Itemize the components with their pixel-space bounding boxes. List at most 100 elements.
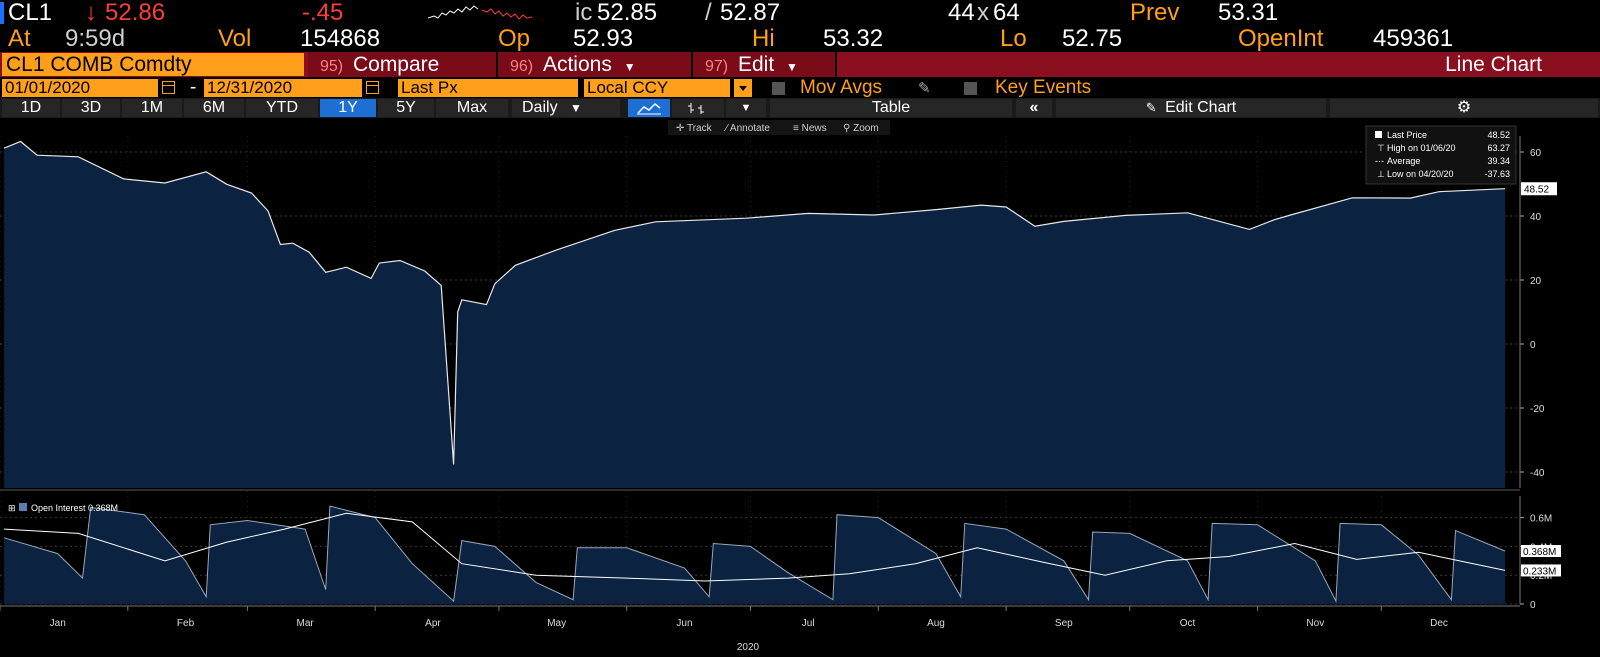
range-1m[interactable]: 1M	[122, 99, 182, 117]
edit-chart-button[interactable]: ✎ Edit Chart	[1056, 99, 1326, 117]
high-label: Hi	[752, 25, 775, 52]
bid-price: 52.85	[597, 0, 658, 26]
sparkline-up-icon	[428, 5, 479, 19]
compare-menu[interactable]: 95) Compare	[308, 52, 498, 77]
x-tick-label: Aug	[927, 618, 945, 629]
key-events-label[interactable]: Key Events	[995, 77, 1092, 98]
range-3d[interactable]: 3D	[62, 99, 120, 117]
range-5y[interactable]: 5Y	[378, 99, 434, 117]
range-1y[interactable]: 1Y	[320, 99, 376, 117]
down-arrow-icon: ↓	[85, 0, 97, 26]
start-date-field[interactable]: 01/01/2020	[2, 79, 158, 97]
range-1d[interactable]: 1D	[2, 99, 60, 117]
legend-low-icon: ⊥	[1377, 169, 1385, 179]
oi-second-line	[4, 512, 1506, 582]
price-tick-label: -20	[1530, 404, 1545, 415]
svg-text:48.52: 48.52	[1524, 185, 1549, 196]
annotate-tool[interactable]: ⁄ Annotate	[723, 123, 770, 134]
actions-dropdown-icon: ▼	[623, 60, 636, 74]
quote-row-top: CL1 ↓ 52.86 -.45 ic 52.85 / 52.87 44 x 6…	[0, 0, 1600, 26]
end-calendar-icon[interactable]	[366, 81, 379, 94]
oi-tick-label: 0.2M	[1530, 571, 1552, 582]
open-label: Op	[498, 25, 531, 52]
currency-selector[interactable]: Local CCY	[584, 79, 730, 97]
last-price-tag: 48.52	[1521, 182, 1557, 196]
legend-average-icon: -·-	[1375, 156, 1384, 166]
x-tick-label: Jul	[802, 618, 815, 629]
svg-text:0.233M: 0.233M	[1523, 566, 1556, 577]
bar-chart-icon[interactable]	[672, 99, 724, 117]
ask-price: 52.87	[720, 0, 781, 26]
track-tool[interactable]: ✛ Track	[676, 123, 713, 134]
prev-label: Prev	[1130, 0, 1180, 26]
date-separator: -	[190, 77, 197, 98]
x-tick-label: Mar	[297, 618, 315, 629]
edit-number: 97)	[705, 58, 729, 75]
oi-line	[3, 505, 1506, 603]
range-bar: 1D 3D 1M 6M YTD 1Y 5Y Max Daily ▼ ▼ Tabl…	[0, 98, 1600, 118]
range-6m[interactable]: 6M	[184, 99, 244, 117]
x-tick-label: Sep	[1055, 618, 1073, 629]
security-field[interactable]: CL1 COMB Comdty	[2, 53, 304, 76]
last-price: 52.86	[105, 0, 166, 26]
news-tool[interactable]: ≡ News	[793, 123, 827, 134]
openint-label: OpenInt	[1238, 25, 1324, 52]
volume: 154868	[300, 25, 381, 52]
edit-chart-label: Edit Chart	[1165, 99, 1237, 116]
x-tick-label: Jun	[676, 618, 692, 629]
legend-average-label: Average	[1387, 156, 1420, 166]
collapse-icon[interactable]: «	[1016, 99, 1052, 117]
pencil-icon[interactable]: ✎	[918, 80, 931, 97]
open-interest: 459361	[1373, 25, 1454, 52]
gear-icon[interactable]: ⚙	[1330, 99, 1598, 117]
ticker[interactable]: CL1	[8, 0, 53, 26]
price-tick-label: -40	[1530, 468, 1545, 479]
actions-menu[interactable]: 96) Actions ▼	[498, 52, 693, 77]
start-calendar-icon[interactable]	[162, 81, 175, 94]
key-events-checkbox[interactable]	[964, 82, 977, 95]
mov-avgs-label[interactable]: Mov Avgs	[800, 77, 883, 98]
quote-row-stats: At 9:59d Vol 154868 Op 52.93 Hi 53.32 Lo…	[0, 26, 1600, 52]
oi-legend-expand-icon: ⊞	[8, 503, 16, 513]
zoom-tool[interactable]: ⚲ Zoom	[843, 123, 879, 134]
price-area	[4, 141, 1506, 488]
svg-text:0.368M: 0.368M	[1523, 547, 1556, 558]
oi-tick-label: 0	[1530, 600, 1536, 611]
security-marker	[0, 2, 4, 24]
x-tick-label: Feb	[177, 618, 195, 629]
price-legend: Last Price 48.52 ⊤ High on 01/06/20 63.2…	[1365, 125, 1517, 185]
frequency-dropdown-icon: ▼	[570, 101, 582, 115]
field-selector[interactable]: Last Px	[398, 79, 578, 97]
oi-area	[4, 506, 1506, 604]
end-date-field[interactable]: 12/31/2020	[204, 79, 362, 97]
actions-label: Actions	[542, 53, 612, 76]
line-chart-icon[interactable]	[628, 99, 670, 117]
frequency-dropdown[interactable]: Daily ▼	[512, 99, 620, 117]
chart-style-dropdown-icon[interactable]: ▼	[726, 99, 766, 117]
net-change: -.45	[302, 0, 344, 26]
x-axis: Jan Feb Mar Apr May Jun Jul Aug Sep Oct Nov Dec	[0, 605, 1520, 629]
legend-last-value: 48.52	[1487, 130, 1510, 140]
edit-menu[interactable]: 97) Edit ▼	[693, 52, 837, 77]
x-tick-label: Dec	[1430, 618, 1448, 629]
volume-label: Vol	[218, 25, 252, 52]
currency-dropdown-icon[interactable]	[734, 79, 752, 97]
compare-number: 95)	[320, 58, 344, 75]
range-ytd[interactable]: YTD	[246, 99, 318, 117]
range-max[interactable]: Max	[436, 99, 508, 117]
edit-dropdown-icon: ▼	[786, 60, 798, 74]
frequency-label: Daily	[522, 99, 558, 116]
quote-time: 9:59d	[65, 25, 126, 52]
high-price: 53.32	[823, 25, 884, 52]
legend-high-value: 63.27	[1487, 143, 1510, 153]
mov-avgs-checkbox[interactable]	[772, 82, 785, 95]
legend-high-label: High on 01/06/20	[1387, 143, 1456, 153]
oi-legend: ⊞ Open Interest 0.368M	[8, 503, 118, 513]
legend-low-value: -37.63	[1484, 169, 1510, 179]
price-tick-label: 0	[1530, 340, 1536, 351]
table-button[interactable]: Table	[770, 99, 1012, 117]
bid-size: 44	[948, 0, 975, 26]
chart-area[interactable]: ✛ Track ⁄ Annotate ≡ News ⚲ Zoom 60 40 20 0…	[0, 118, 1600, 657]
edit-label: Edit	[737, 53, 775, 76]
sparkline-down-icon	[482, 8, 533, 20]
